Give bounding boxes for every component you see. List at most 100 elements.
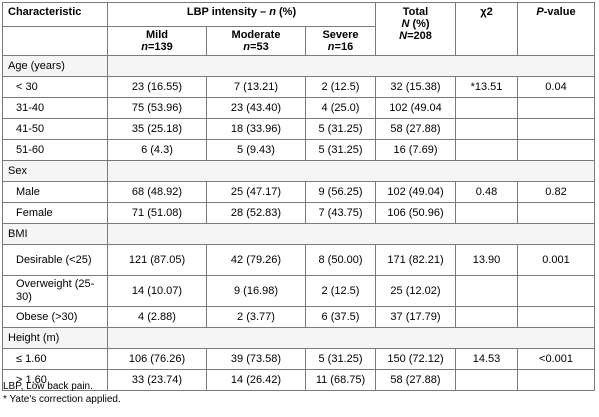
cell-severe: 2 (12.5) — [305, 275, 376, 307]
severe-n: n — [327, 41, 335, 53]
cell-mild: 14 (10.07) — [107, 275, 207, 307]
cell-severe: 5 (31.25) — [305, 348, 376, 370]
cell-severe: 2 (12.5) — [305, 76, 376, 98]
total-line2-n: N — [401, 18, 410, 30]
table-row: > 1.60 33 (23.74) 14 (26.42) 11 (68.75) 58 (… — [2, 369, 595, 391]
cell-p: <0.001 — [517, 348, 595, 370]
cell-moderate: 23 (43.40) — [206, 97, 306, 119]
section-filler — [107, 327, 595, 349]
cell-moderate: 7 (13.21) — [206, 76, 306, 98]
subheader-mild: Mild n=139 — [107, 26, 207, 56]
cell-mild: 33 (23.74) — [107, 369, 207, 391]
row-label: Female — [2, 202, 108, 224]
subheader-severe: Severe n=16 — [305, 26, 376, 56]
section-filler — [107, 160, 595, 182]
mild-n: n — [141, 41, 148, 53]
section-title: Height (m) — [2, 327, 108, 349]
cell-chi — [455, 97, 518, 119]
cell-mild: 35 (25.18) — [107, 118, 207, 140]
section-title: Age (years) — [2, 55, 108, 77]
table-row: 51-60 6 (4.3) 5 (9.43) 5 (31.25) 16 (7.69) — [2, 139, 595, 161]
section-title: BMI — [2, 223, 108, 245]
cell-p — [517, 97, 595, 119]
table-footnotes: LBP, Low back pain. * Yate's correction … — [3, 380, 121, 406]
p-rest: -value — [543, 6, 576, 18]
cell-mild: 71 (51.08) — [107, 202, 207, 224]
cell-chi — [455, 275, 518, 307]
table-row: < 30 23 (16.55) 7 (13.21) 2 (12.5) 32 (15.38… — [2, 76, 595, 98]
cell-chi: 13.90 — [455, 244, 518, 276]
table-row: Desirable (<25) 121 (87.05) 42 (79.26) 8 (5… — [2, 244, 595, 276]
row-label: Desirable (<25) — [2, 244, 108, 276]
p-prefix: P — [536, 6, 544, 18]
cell-total: 106 (50.96) — [375, 202, 456, 224]
cell-severe: 5 (31.25) — [305, 139, 376, 161]
cell-chi: 14.53 — [455, 348, 518, 370]
moderate-n: n — [243, 41, 251, 53]
cell-p — [517, 202, 595, 224]
cell-moderate: 18 (33.96) — [206, 118, 306, 140]
cell-moderate: 28 (52.83) — [206, 202, 306, 224]
moderate-n-value: =53 — [250, 41, 269, 53]
row-label: > 1.60 — [2, 369, 108, 391]
table-row: 41-50 35 (25.18) 18 (33.96) 5 (31.25) 58 (27… — [2, 118, 595, 140]
row-label: Obese (>30) — [2, 306, 108, 328]
cell-mild: 75 (53.96) — [107, 97, 207, 119]
cell-total: 150 (72.12) — [375, 348, 456, 370]
header-p-value: P-value — [517, 2, 595, 56]
cell-p: 0.82 — [517, 181, 595, 203]
row-label: Male — [2, 181, 108, 203]
cell-chi — [455, 118, 518, 140]
footnote-yates: * Yate's correction applied. — [3, 394, 121, 405]
total-line2-rest: (%) — [409, 18, 430, 30]
cell-chi: 0.48 — [455, 181, 518, 203]
table-row: ≤ 1.60 106 (76.26) 39 (73.58) 5 (31.25) 150 … — [2, 348, 595, 370]
header-lbp-intensity: LBP intensity – n (%) — [107, 2, 376, 27]
header-characteristic: Characteristic — [2, 2, 108, 27]
results-table: Characteristic LBP intensity – n (%) Tot… — [2, 2, 595, 391]
severe-n-value: =16 — [334, 41, 354, 53]
cell-total: 171 (82.21) — [375, 244, 456, 276]
table-row: Female 71 (51.08) 28 (52.83) 7 (43.75) 106 (… — [2, 202, 595, 224]
section-row: Sex — [2, 160, 595, 182]
table-row: Male 68 (48.92) 25 (47.17) 9 (56.25) 102 (49… — [2, 181, 595, 203]
cell-p — [517, 275, 595, 307]
row-label: ≤ 1.60 — [2, 348, 108, 370]
cell-moderate: 42 (79.26) — [206, 244, 306, 276]
cell-total: 32 (15.38) — [375, 76, 456, 98]
cell-chi — [455, 369, 518, 391]
cell-total: 102 (49.04 — [375, 97, 456, 119]
section-title: Sex — [2, 160, 108, 182]
cell-mild: 6 (4.3) — [107, 139, 207, 161]
cell-mild: 106 (76.26) — [107, 348, 207, 370]
cell-p — [517, 306, 595, 328]
header-chi-square: χ2 — [455, 2, 518, 56]
header-total: Total N (%) N=208 — [375, 2, 456, 56]
moderate-label: Moderate — [231, 29, 281, 41]
cell-p — [517, 139, 595, 161]
cell-moderate: 14 (26.42) — [206, 369, 306, 391]
cell-severe: 5 (31.25) — [305, 118, 376, 140]
section-row: Height (m) — [2, 327, 595, 349]
row-label: 51-60 — [2, 139, 108, 161]
subheader-blank — [2, 26, 108, 56]
cell-severe: 11 (68.75) — [305, 369, 376, 391]
section-row: BMI — [2, 223, 595, 245]
cell-severe: 6 (37.5) — [305, 306, 376, 328]
row-label: < 30 — [2, 76, 108, 98]
cell-total: 102 (49.04) — [375, 181, 456, 203]
total-line3-rest: =208 — [407, 30, 432, 42]
cell-chi — [455, 139, 518, 161]
table-body: Characteristic LBP intensity – n (%) Tot… — [2, 2, 595, 391]
row-label: Overweight (25-30) — [2, 275, 108, 307]
cell-p — [517, 369, 595, 391]
cell-p: 0.04 — [517, 76, 595, 98]
severe-label: Severe — [322, 29, 359, 41]
footnote-abbreviation: LBP, Low back pain. — [3, 381, 93, 392]
cell-mild: 68 (48.92) — [107, 181, 207, 203]
cell-moderate: 39 (73.58) — [206, 348, 306, 370]
row-label: 31-40 — [2, 97, 108, 119]
cell-severe: 7 (43.75) — [305, 202, 376, 224]
cell-total: 16 (7.69) — [375, 139, 456, 161]
header-row: Characteristic LBP intensity – n (%) Tot… — [2, 2, 595, 56]
